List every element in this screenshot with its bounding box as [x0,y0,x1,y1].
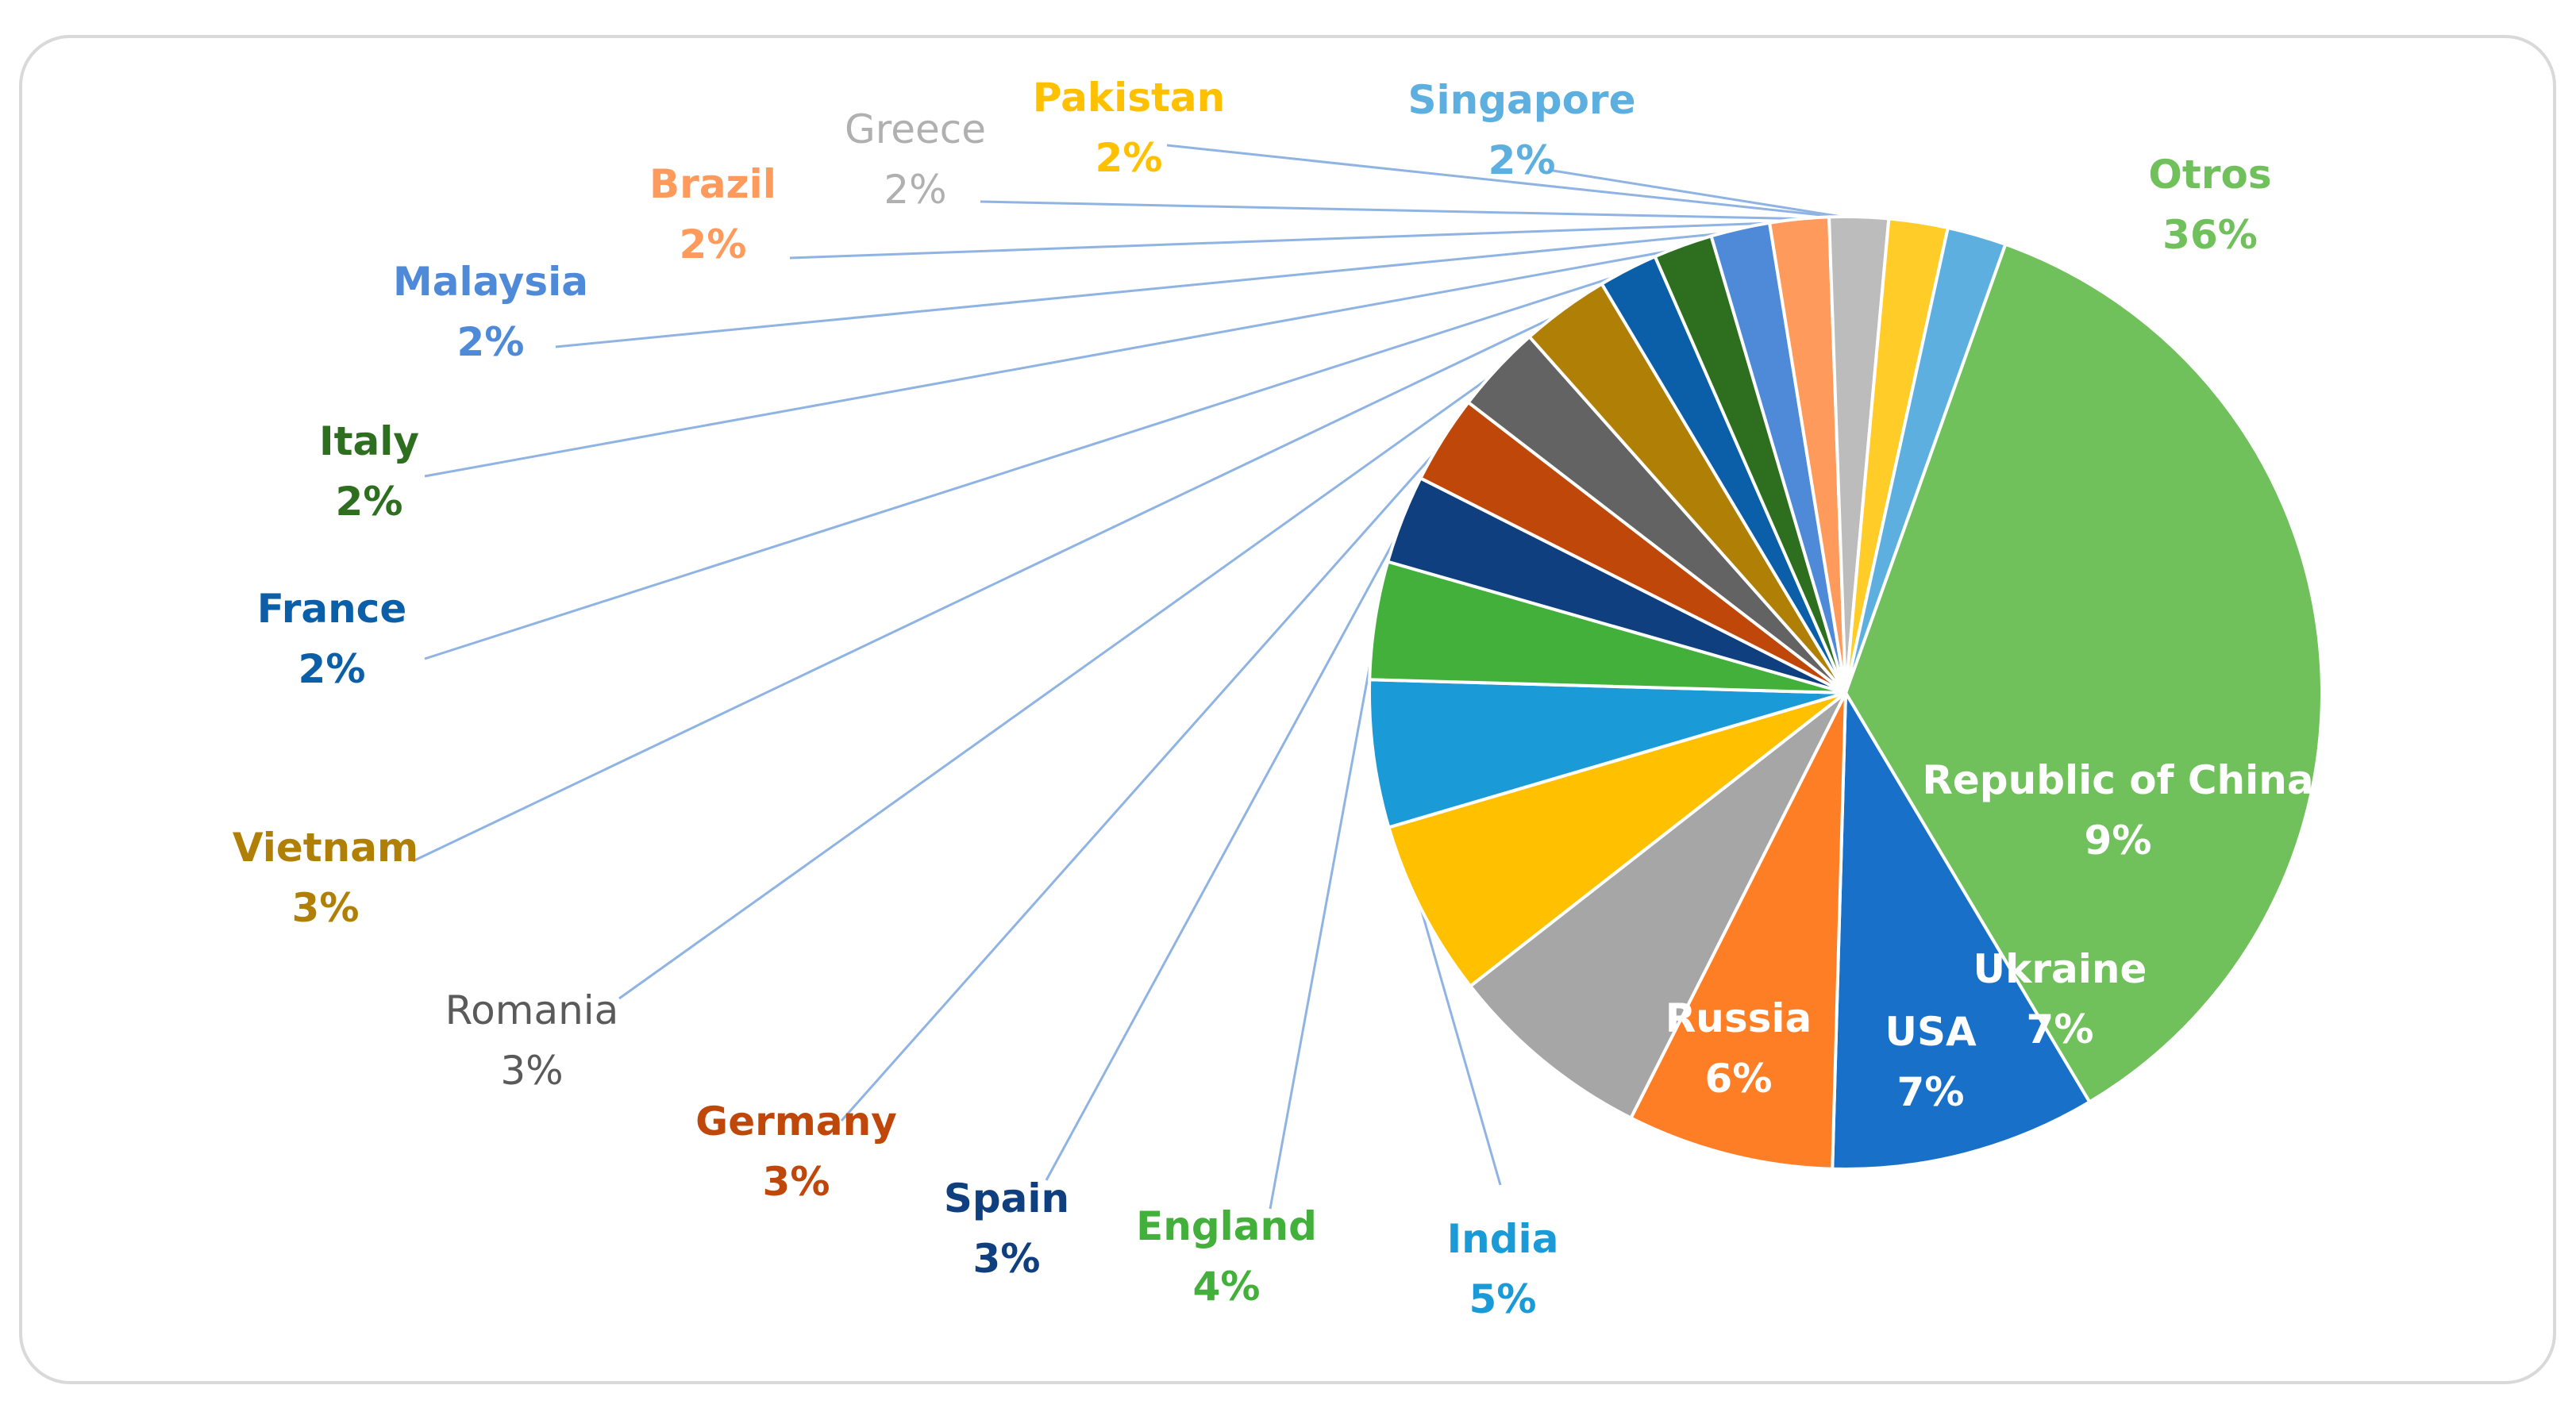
value-label-brazil: 2% [680,221,747,267]
label-singapore: Singapore [1408,77,1636,123]
label-france: France [257,586,407,632]
value-label-india: 5% [1469,1276,1537,1322]
label-romania: Romania [445,987,619,1033]
slice-labels: Otros 36% Republic of China 9% Ukraine 7% USA 7… [233,75,2314,1322]
leader-line-spain [1045,519,1407,1181]
value-label-usa: 7% [1897,1069,1965,1115]
label-malaysia: Malaysia [393,259,588,305]
leader-line-greece [980,200,1859,221]
label-spain: Spain [944,1175,1069,1222]
leader-line-england [1269,620,1380,1210]
label-vietnam: Vietnam [233,825,418,871]
label-brazil: Brazil [649,161,776,207]
label-otros: Otros [2148,152,2271,198]
label-greece: Greece [845,106,986,152]
value-label-singapore: 2% [1488,137,1556,183]
value-label-vietnam: 3% [292,885,360,931]
label-pakistan: Pakistan [1033,75,1225,121]
slice-russia [1386,691,1847,989]
label-england: England [1136,1203,1317,1249]
leader-line-brazil [789,221,1800,260]
leader-line-germany [840,440,1446,1122]
slice-otros [1843,242,2324,1105]
label-india: India [1447,1216,1559,1262]
value-label-italy: 2% [336,479,403,525]
slice-ukraine [1628,692,1847,1171]
label-usa: USA [1885,1009,1977,1055]
label-italy: Italy [319,418,419,464]
slice-republic-of-china [1831,687,2092,1171]
value-label-russia: 6% [1705,1056,1773,1102]
value-label-france: 2% [298,646,366,692]
leader-line-vietnam [412,310,1567,863]
value-label-republic-of-china: 9% [2085,818,2152,864]
label-ukraine: Ukraine [1973,946,2147,992]
value-label-greece: 2% [884,167,946,213]
value-label-germany: 3% [763,1159,830,1205]
label-russia: Russia [1665,995,1812,1041]
value-label-england: 4% [1193,1264,1261,1310]
pie-slices [1368,215,2324,1171]
leader-line-romania [618,369,1500,1000]
slice-singapore [1844,225,2008,694]
leader-line-pakistan [1166,144,1919,227]
label-republic-of-china: Republic of China [1922,757,2313,803]
leader-line-italy [424,247,1685,478]
leader-line-france [424,271,1631,660]
value-label-otros: 36% [2162,212,2258,258]
slice-usa [1468,691,1847,1121]
value-label-malaysia: 2% [457,319,525,365]
leader-line-malaysia [555,230,1742,348]
value-label-spain: 3% [973,1236,1041,1282]
value-label-ukraine: 7% [2027,1006,2094,1052]
value-label-pakistan: 2% [1095,135,1163,181]
label-germany: Germany [695,1098,897,1145]
value-label-romania: 3% [500,1048,563,1094]
slice-india [1368,678,1846,829]
leader-lines [412,144,1977,1210]
